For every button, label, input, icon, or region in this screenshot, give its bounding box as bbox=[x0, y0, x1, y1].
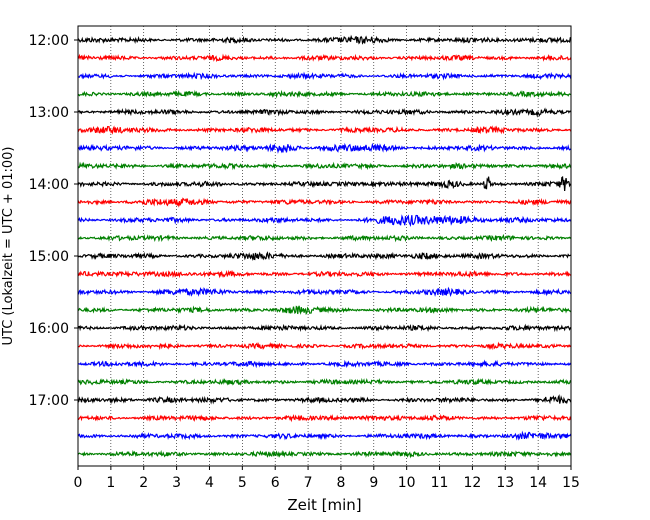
x-tick-label: 1 bbox=[106, 475, 115, 491]
seismogram-trace bbox=[77, 125, 572, 135]
y-axis-label: UTC (Lokalzeit = UTC + 01:00) bbox=[1, 147, 16, 346]
seismogram-trace bbox=[77, 142, 572, 154]
seismogram-trace bbox=[77, 430, 572, 441]
seismogram-trace bbox=[77, 449, 572, 459]
x-tick-label: 7 bbox=[304, 475, 313, 491]
plot-frame bbox=[77, 25, 572, 467]
x-tick-label: 6 bbox=[271, 475, 280, 491]
seismogram-trace bbox=[77, 89, 572, 99]
seismogram-trace bbox=[77, 377, 572, 386]
x-tick-label: 3 bbox=[172, 475, 181, 491]
seismogram-trace bbox=[77, 161, 572, 171]
y-tick-label: 13:00 bbox=[29, 105, 69, 121]
seismogram-trace bbox=[77, 413, 572, 423]
seismogram-trace bbox=[77, 286, 572, 297]
y-tick-label: 17:00 bbox=[29, 393, 69, 409]
seismogram-trace bbox=[77, 176, 572, 192]
seismogram-trace bbox=[77, 71, 572, 81]
seismogram-trace bbox=[77, 269, 572, 279]
x-tick-label: 11 bbox=[431, 475, 449, 491]
x-axis-ticks: 0 1 2 3 4 5 6 7 8 9 10 11 12 13 14 15 bbox=[74, 466, 580, 491]
seismogram-trace bbox=[77, 214, 572, 227]
y-tick-label: 16:00 bbox=[29, 321, 69, 337]
y-axis-ticks: 12:00 13:00 14:00 15:00 16:00 17:00 bbox=[29, 33, 78, 409]
trace-group bbox=[77, 34, 572, 459]
x-tick-label: 15 bbox=[562, 475, 580, 491]
seismogram-trace bbox=[77, 53, 572, 63]
x-tick-label: 14 bbox=[529, 475, 547, 491]
vertical-grid bbox=[110, 26, 539, 466]
x-tick-label: 10 bbox=[398, 475, 416, 491]
x-tick-label: 5 bbox=[238, 475, 247, 491]
y-tick-label: 12:00 bbox=[29, 33, 69, 49]
x-tick-label: 0 bbox=[74, 475, 83, 491]
seismogram-trace bbox=[77, 323, 572, 333]
x-tick-label: 4 bbox=[205, 475, 214, 491]
seismogram-trace bbox=[77, 394, 572, 405]
x-axis-label: Zeit [min] bbox=[287, 496, 361, 514]
x-tick-label: 12 bbox=[463, 475, 481, 491]
y-tick-label: 15:00 bbox=[29, 249, 69, 265]
x-tick-label: 13 bbox=[496, 475, 514, 491]
seismogram-trace bbox=[77, 251, 572, 262]
seismogram-trace bbox=[77, 359, 572, 369]
seismogram-trace bbox=[77, 34, 572, 45]
seismogram-trace bbox=[77, 107, 572, 118]
seismogram-trace bbox=[77, 197, 572, 208]
seismogram-trace bbox=[77, 233, 572, 243]
seismogram-trace bbox=[77, 305, 572, 316]
x-tick-label: 2 bbox=[139, 475, 148, 491]
seismogram-trace bbox=[77, 341, 572, 351]
x-tick-label: 8 bbox=[336, 475, 345, 491]
y-tick-label: 14:00 bbox=[29, 177, 69, 193]
x-tick-label: 9 bbox=[369, 475, 378, 491]
